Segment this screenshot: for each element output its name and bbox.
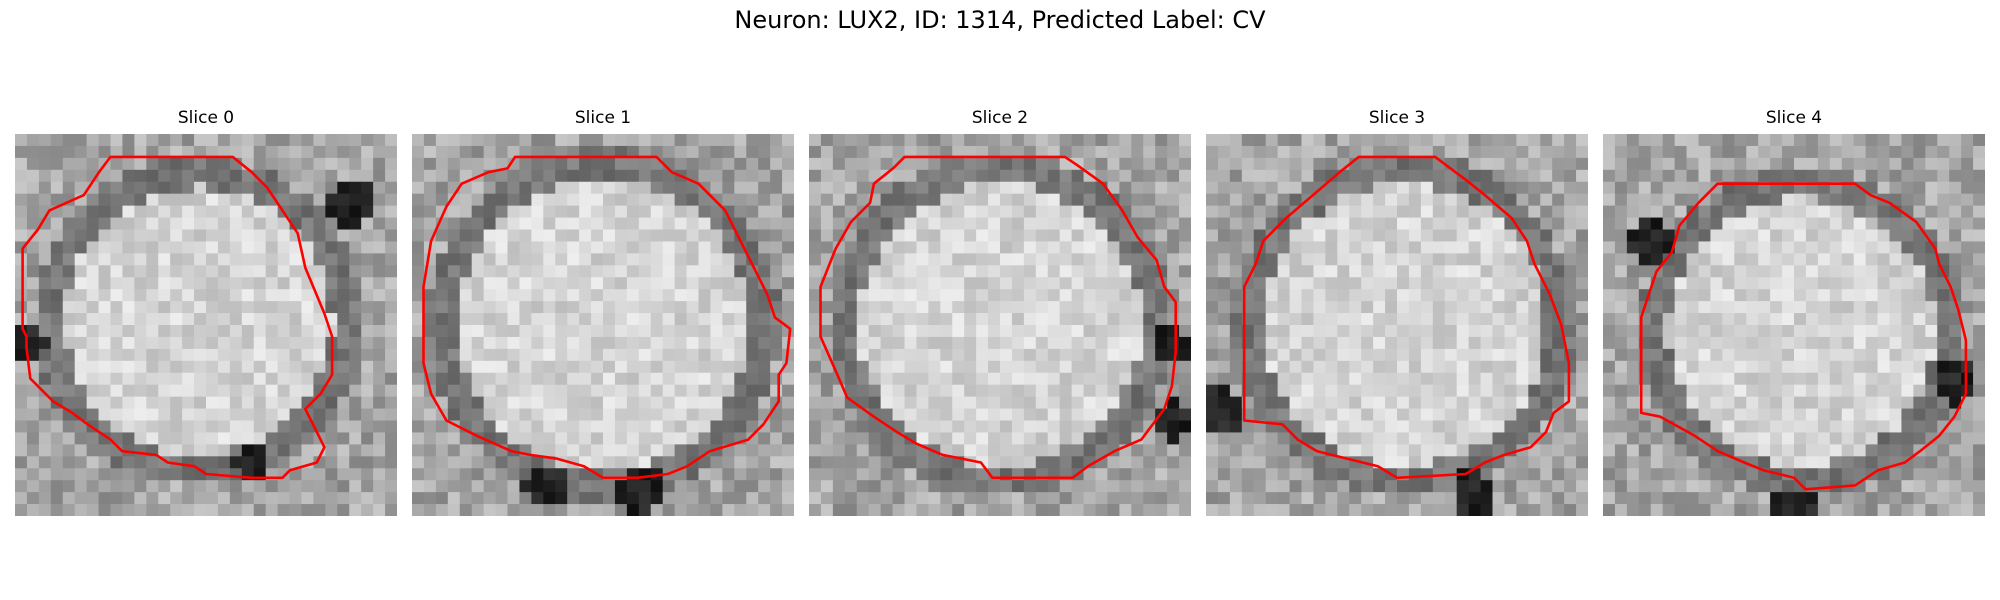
- pixel-grid: [412, 134, 794, 516]
- panel-title: Slice 0: [177, 108, 235, 128]
- segmentation-contour: [422, 155, 792, 480]
- slice-image: [1206, 134, 1588, 516]
- slice-image: [1603, 134, 1985, 516]
- panel-title: Slice 3: [1368, 108, 1426, 128]
- figure-title: Neuron: LUX2, ID: 1314, Predicted Label:…: [734, 6, 1266, 34]
- segmentation-contour: [819, 155, 1178, 480]
- pixel-grid: [809, 134, 1191, 516]
- segmentation-contour: [1639, 182, 1968, 491]
- slice-image: [15, 134, 397, 516]
- pixel-grid: [1603, 134, 1985, 516]
- panel-title: Slice 1: [574, 108, 632, 128]
- panel-title: Slice 4: [1765, 108, 1823, 128]
- segmentation-contour: [1242, 155, 1571, 480]
- pixel-grid: [1206, 134, 1588, 516]
- slice-image: [412, 134, 794, 516]
- slice-image: [809, 134, 1191, 516]
- segmentation-contour: [21, 155, 334, 480]
- pixel-grid: [15, 134, 397, 516]
- panel-title: Slice 2: [971, 108, 1029, 128]
